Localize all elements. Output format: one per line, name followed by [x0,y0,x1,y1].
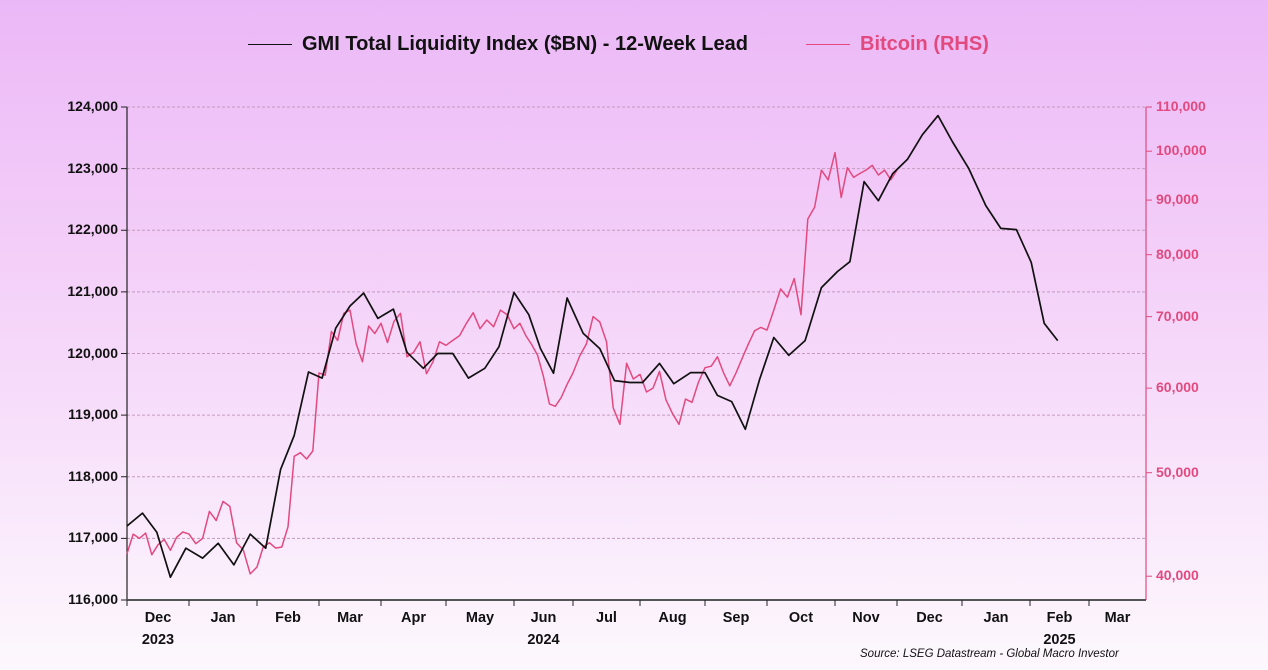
y-right-tick-label: 50,000 [1156,463,1199,480]
y-left-tick-label: 123,000 [67,159,118,176]
x-tick-label: Nov [852,610,880,626]
legend-swatch-gmi [248,44,292,45]
series-line-bitcoin [126,151,898,575]
y-right-tick-label: 90,000 [1156,191,1199,208]
x-tick-label: Dec [916,610,943,626]
x-tick-label: Feb [1046,610,1073,626]
x-tick-label: Aug [658,610,687,626]
x-tick-label: Mar [1104,610,1131,626]
x-tick-label: Jun [530,610,557,626]
y-left-tick-label: 119,000 [68,406,118,423]
x-tick-label: Jan [210,610,236,626]
legend-label-gmi: GMI Total Liquidity Index ($BN) - 12-Wee… [302,33,748,55]
x-tick-label: Feb [275,610,301,626]
x-tick-label: Dec [144,610,172,626]
legend-item-bitcoin: Bitcoin (RHS) [806,33,989,56]
x-tick-label: Apr [401,610,426,626]
y-left-tick-label: 120,000 [67,344,118,361]
x-tick-label: Sep [722,610,750,626]
source-note: Source: LSEG Datastream - Global Macro I… [860,648,1119,660]
series-line-gmi [126,114,1059,579]
x-tick-label: May [465,610,495,626]
y-left-tick-label: 118,000 [68,467,118,484]
legend-label-bitcoin: Bitcoin (RHS) [860,33,989,55]
x-tick-label: Mar [337,610,363,626]
x-year-label: 2025 [1043,632,1076,648]
y-right-tick-label: 80,000 [1156,245,1199,262]
y-left-tick-label: 122,000 [67,221,118,238]
legend: GMI Total Liquidity Index ($BN) - 12-Wee… [0,33,1268,59]
axes [121,106,1152,606]
y-left-tick-label: 124,000 [67,98,118,114]
y-left-tick-label: 117,000 [68,529,118,546]
x-tick-label: Oct [788,610,814,626]
y-right-tick-label: 70,000 [1156,307,1199,324]
legend-swatch-bitcoin [806,44,850,45]
y-right-tick-label: 100,000 [1156,142,1207,159]
y-right-tick-label: 40,000 [1156,567,1199,584]
x-year-label: 2023 [141,632,175,648]
x-year-label: 2024 [527,632,560,648]
y-left-tick-label: 116,000 [68,591,118,607]
y-left-tick-label: 121,000 [67,282,118,299]
x-tick-label: Jan [983,610,1009,626]
x-tick-label: Jul [596,610,617,626]
legend-item-gmi: GMI Total Liquidity Index ($BN) - 12-Wee… [248,33,748,56]
y-right-tick-label: 60,000 [1156,379,1199,396]
series-layer [126,114,1059,579]
y-right-tick-label: 110,000 [1156,98,1206,114]
